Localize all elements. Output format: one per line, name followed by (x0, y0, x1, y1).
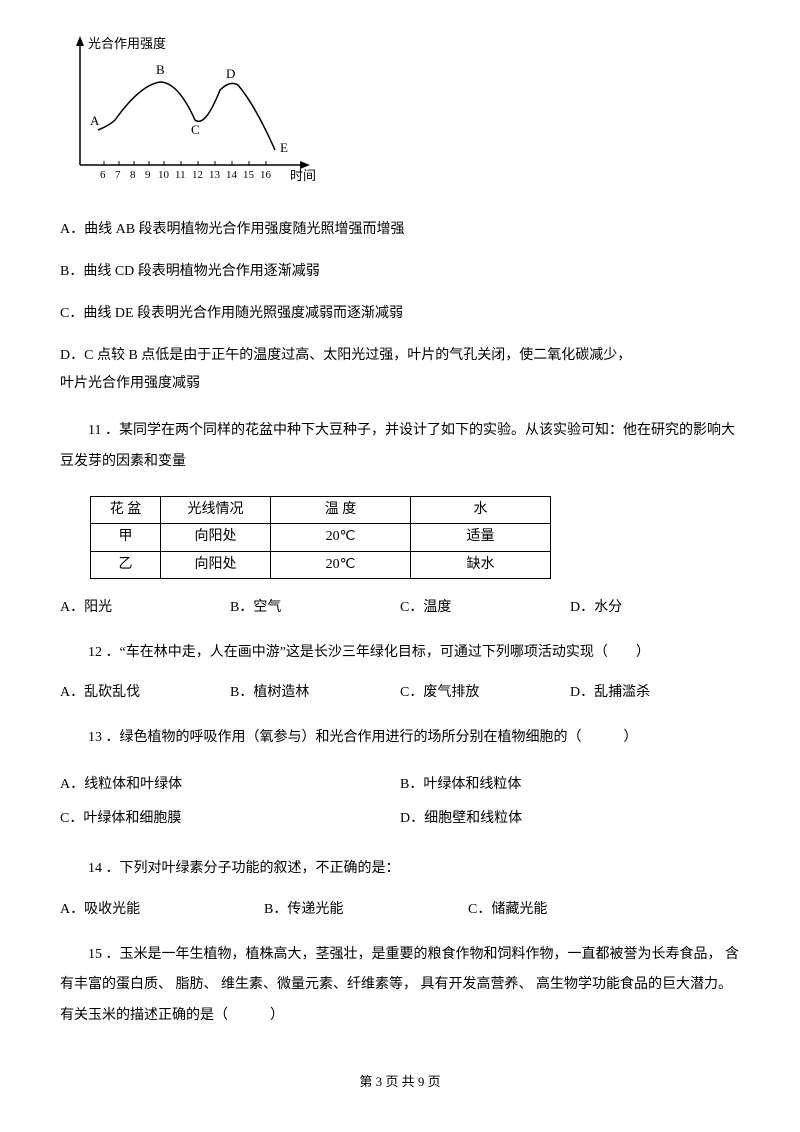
svg-text:14: 14 (226, 169, 238, 181)
svg-text:6: 6 (100, 169, 106, 181)
q12-options: A．乱砍乱伐 B．植树造林 C．废气排放 D．乱捕滥杀 (60, 682, 740, 704)
q14-opt-c: C．储藏光能 (468, 899, 740, 921)
svg-text:B: B (156, 62, 165, 77)
svg-text:7: 7 (115, 169, 121, 181)
svg-text:10: 10 (158, 169, 170, 181)
q14-opt-a: A．吸收光能 (60, 899, 264, 921)
svg-text:15: 15 (243, 169, 255, 181)
table-row: 甲 向阳处 20℃ 适量 (91, 524, 551, 551)
photosynthesis-chart: 光合作用强度 6 7 8 9 10 11 12 13 14 15 16 (60, 30, 740, 198)
x-ticks: 6 7 8 9 10 11 12 13 14 15 16 (100, 169, 272, 181)
table-row: 乙 向阳处 20℃ 缺水 (91, 551, 551, 578)
q13-opt-c: C．叶绿体和细胞膜 (60, 808, 400, 830)
question-12: 12 ．“车在林中走，人在画中游”这是长沙三年绿化目标，可通过下列哪项活动实现（… (60, 638, 740, 669)
q12-opt-b: B．植树造林 (230, 682, 400, 704)
q13-opt-a: A．线粒体和叶绿体 (60, 774, 400, 796)
experiment-table: 花 盆 光线情况 温 度 水 甲 向阳处 20℃ 适量 乙 向阳处 20℃ 缺水 (90, 496, 551, 579)
q11-options: A．阳光 B．空气 C．温度 D．水分 (60, 597, 740, 619)
q11-opt-a: A．阳光 (60, 597, 230, 619)
svg-text:C: C (191, 122, 200, 137)
x-axis-label: 时间 (290, 168, 316, 183)
question-11: 11 ．某同学在两个同样的花盆中种下大豆种子，并设计了如下的实验。从该实验可知：… (60, 416, 740, 478)
th-water: 水 (411, 496, 551, 523)
option-c: C．曲线 DE 段表明光合作用随光照强度减弱而逐渐减弱 (60, 300, 740, 328)
option-b: B．曲线 CD 段表明植物光合作用逐渐减弱 (60, 258, 740, 286)
th-temp: 温 度 (271, 496, 411, 523)
q12-opt-d: D．乱捕滥杀 (570, 682, 740, 704)
svg-text:11: 11 (175, 169, 186, 181)
th-light: 光线情况 (161, 496, 271, 523)
svg-text:12: 12 (192, 169, 203, 181)
y-axis-label: 光合作用强度 (88, 36, 166, 51)
option-d-line1: D．C 点较 B 点低是由于正午的温度过高、太阳光过强，叶片的气孔关闭，使二氧化… (60, 342, 740, 370)
svg-text:8: 8 (130, 169, 136, 181)
chart-svg: 光合作用强度 6 7 8 9 10 11 12 13 14 15 16 (60, 30, 340, 190)
svg-text:D: D (226, 66, 235, 81)
svg-text:A: A (90, 113, 100, 128)
question-15: 15 ．玉米是一年生植物，植株高大，茎强壮，是重要的粮食作物和饲料作物，一直都被… (60, 940, 740, 1032)
question-13: 13 ．绿色植物的呼吸作用（氧参与）和光合作用进行的场所分别在植物细胞的（ ） (60, 723, 740, 754)
q12-opt-a: A．乱砍乱伐 (60, 682, 230, 704)
question-14: 14 ．下列对叶绿素分子功能的叙述，不正确的是： (60, 854, 740, 885)
q14-options: A．吸收光能 B．传递光能 C．储藏光能 (60, 899, 740, 921)
q13-opt-d: D．细胞壁和线粒体 (400, 808, 740, 830)
option-d-line2: 叶片光合作用强度减弱 (60, 370, 740, 398)
q12-opt-c: C．废气排放 (400, 682, 570, 704)
q13-options: A．线粒体和叶绿体 B．叶绿体和线粒体 C．叶绿体和细胞膜 D．细胞壁和线粒体 (60, 768, 740, 837)
page-footer: 第 3 页 共 9 页 (60, 1072, 740, 1093)
svg-text:13: 13 (209, 169, 221, 181)
q14-opt-b: B．传递光能 (264, 899, 468, 921)
table-header-row: 花 盆 光线情况 温 度 水 (91, 496, 551, 523)
option-a: A．曲线 AB 段表明植物光合作用强度随光照增强而增强 (60, 216, 740, 244)
svg-text:16: 16 (260, 169, 272, 181)
th-pot: 花 盆 (91, 496, 161, 523)
q13-opt-b: B．叶绿体和线粒体 (400, 774, 740, 796)
curve (98, 82, 275, 150)
q11-opt-d: D．水分 (570, 597, 740, 619)
svg-text:E: E (280, 140, 288, 155)
q11-opt-c: C．温度 (400, 597, 570, 619)
svg-text:9: 9 (145, 169, 151, 181)
q11-opt-b: B．空气 (230, 597, 400, 619)
